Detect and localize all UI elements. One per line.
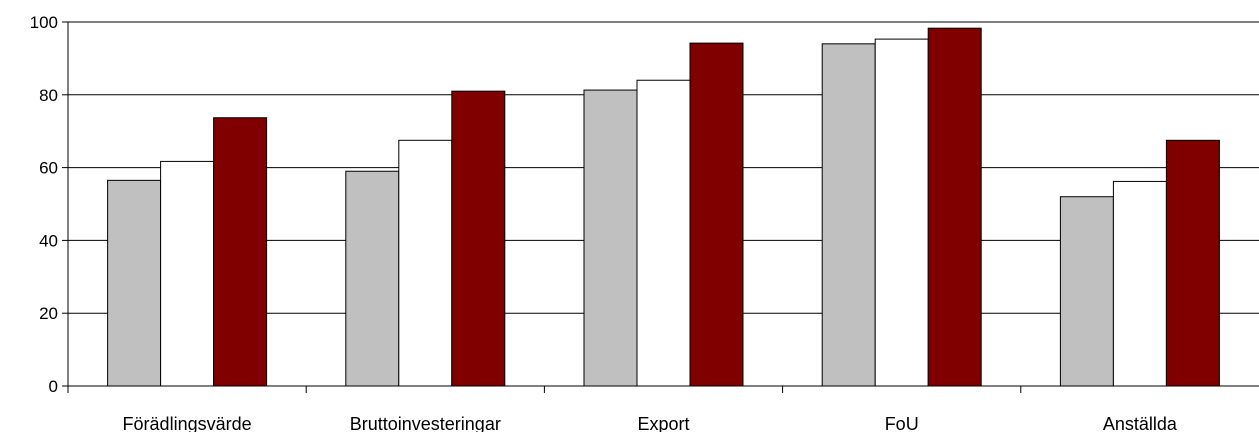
labels: 0 20 40 60 80 100 Förädlingsvärde Bruttoinveste… xyxy=(30,13,1178,432)
y-tick-label: 20 xyxy=(39,304,58,323)
x-category-label: Förädlingsvärde xyxy=(123,414,252,432)
bar xyxy=(1165,139,1220,387)
y-tick-label: 0 xyxy=(49,377,58,396)
y-tick-label: 60 xyxy=(39,159,58,178)
axes xyxy=(62,21,1259,393)
y-tick-label: 100 xyxy=(30,13,58,32)
bar xyxy=(345,170,400,387)
bar xyxy=(1112,180,1167,387)
bar xyxy=(821,43,876,387)
x-category-label: Bruttoinvesteringar xyxy=(350,414,501,432)
bar xyxy=(1059,196,1114,387)
bar xyxy=(398,139,453,387)
y-tick-label: 40 xyxy=(39,231,58,250)
bar xyxy=(107,179,162,387)
bar xyxy=(874,38,929,387)
x-category-label: Anställda xyxy=(1103,414,1178,432)
bar xyxy=(160,160,215,387)
bar xyxy=(583,89,638,387)
y-tick-label: 80 xyxy=(39,86,58,105)
bar xyxy=(636,79,691,387)
bar xyxy=(213,117,268,387)
bars xyxy=(107,27,1220,387)
bar xyxy=(689,42,744,387)
bar xyxy=(927,27,982,387)
x-category-label: FoU xyxy=(885,414,919,432)
x-category-label: Export xyxy=(637,414,689,432)
bar xyxy=(451,90,506,387)
